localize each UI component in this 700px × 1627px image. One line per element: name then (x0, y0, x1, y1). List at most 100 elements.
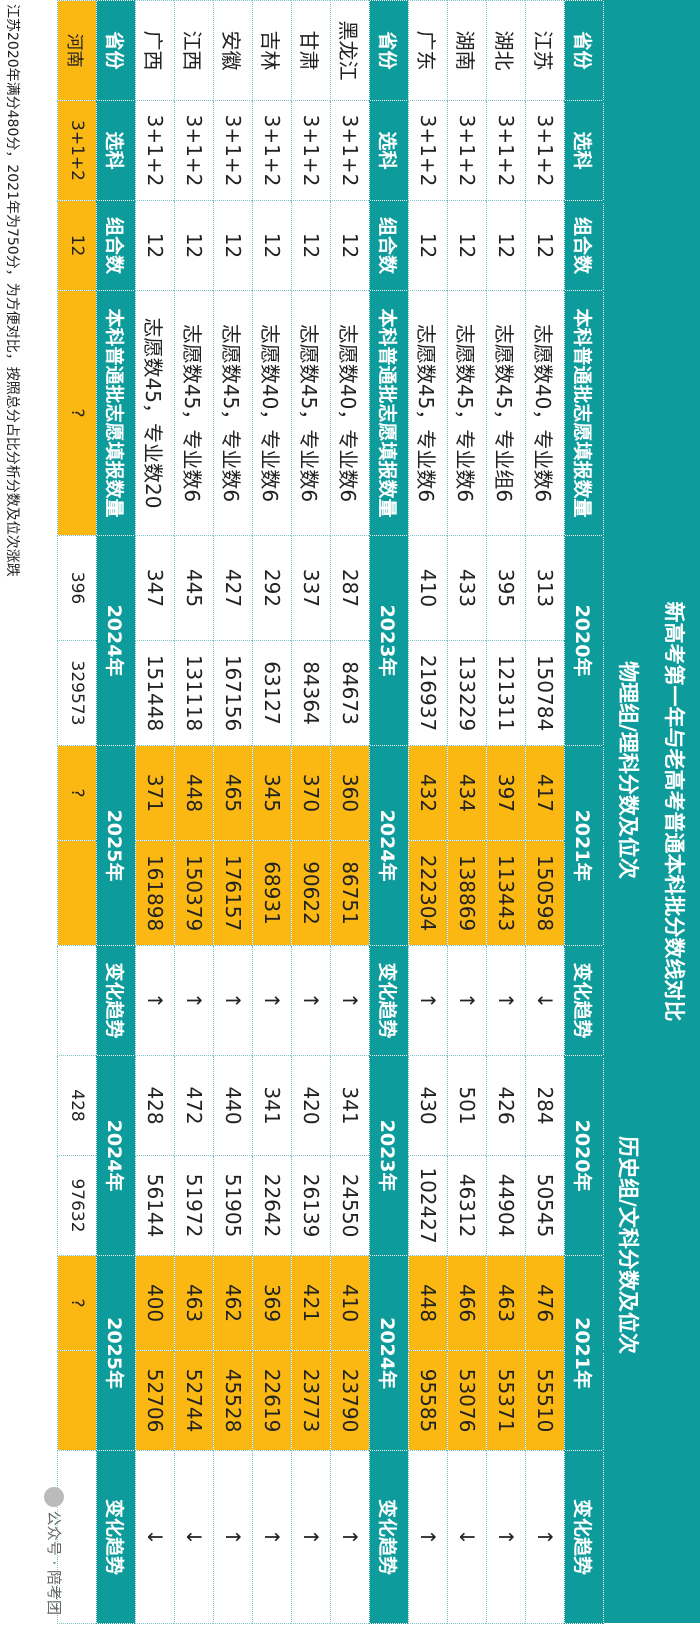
province-cell: 黑龙江 (330, 0, 370, 101)
physics-year1-score: 337 (291, 535, 331, 641)
table-row: 安徽 3+1+2 12 志愿数45，专业数6 427 167156 465 176157 ↑ 44… (213, 0, 253, 1624)
physics-year1-rank: 216937 (408, 640, 448, 746)
history-year1-score: 430 (408, 1055, 448, 1156)
physics-trend-arrow: ↓ (525, 945, 565, 1056)
history-year1-score: 428 (135, 1055, 175, 1156)
history-year1-score: 428 (57, 1055, 97, 1156)
watermark: 公众号 · 陪考团 (44, 1486, 65, 1615)
physics-year2-rank: 150598 (525, 840, 565, 946)
province-cell: 江苏 (525, 0, 565, 101)
volunteers-header: 本科普通批志愿填报数量 (96, 290, 136, 536)
physics-year1-score: 313 (525, 535, 565, 641)
physics-trend-arrow: ↑ (408, 945, 448, 1056)
physics-year2-score: 434 (447, 745, 487, 841)
combos-cell: 12 (525, 200, 565, 291)
province-cell: 湖北 (486, 0, 526, 101)
physics-year1-score: 287 (330, 535, 370, 641)
subject-cell: 3+1+2 (174, 100, 214, 201)
subject-header: 选科 (96, 100, 136, 201)
history-trend-arrow: ↑ (486, 1450, 526, 1624)
history-year1-rank: 51905 (213, 1155, 253, 1256)
physics-year2-header: 2021年 (564, 745, 604, 946)
table-row: 湖南 3+1+2 12 志愿数45，专业数6 433 133229 434 138869 ↑ 50… (447, 0, 487, 1624)
subject-cell: 3+1+2 (252, 100, 292, 201)
history-year2-rank: 23790 (330, 1350, 370, 1451)
physics-year1-rank: 167156 (213, 640, 253, 746)
subject-cell: 3+1+2 (447, 100, 487, 201)
history-year2-rank: 52744 (174, 1350, 214, 1451)
history-year2-score: 400 (135, 1255, 175, 1351)
table-row: 河南 3+1+2 12? 396 329573? 428 97632? (57, 0, 97, 1624)
history-year1-score: 472 (174, 1055, 214, 1156)
province-cell: 广东 (408, 0, 448, 101)
physics-year2-rank (57, 840, 97, 946)
history-year2-rank: 55371 (486, 1350, 526, 1451)
combos-cell: 12 (213, 200, 253, 291)
physics-year2-rank: 176157 (213, 840, 253, 946)
volunteers-cell: 志愿数45，专业数6 (408, 290, 448, 536)
table-row: 湖北 3+1+2 12 志愿数45，专业组6 395 121311 397 113443 ↑ 42… (486, 0, 526, 1624)
physics-year1-rank: 121311 (486, 640, 526, 746)
physics-year2-score: ? (57, 745, 97, 841)
history-year1-rank: 22642 (252, 1155, 292, 1256)
history-year2-score: 463 (174, 1255, 214, 1351)
province-cell: 广西 (135, 0, 175, 101)
history-year1-score: 426 (486, 1055, 526, 1156)
volunteers-cell: 志愿数45，专业组6 (486, 290, 526, 536)
history-trend-arrow: ↓ (135, 1450, 175, 1624)
physics-year2-score: 465 (213, 745, 253, 841)
watermark-text: 公众号 · 陪考团 (45, 1510, 63, 1615)
physics-year2-score: 397 (486, 745, 526, 841)
volunteers-cell: 志愿数40，专业数6 (330, 290, 370, 536)
history-year2-rank: 95585 (408, 1350, 448, 1451)
history-year1-score: 420 (291, 1055, 331, 1156)
history-year1-score: 284 (525, 1055, 565, 1156)
history-trend-arrow: ↑ (525, 1450, 565, 1624)
combos-header: 组合数 (96, 200, 136, 291)
history-year1-rank: 97632 (57, 1155, 97, 1256)
province-header: 省份 (564, 0, 604, 101)
physics-year1-score: 433 (447, 535, 487, 641)
subject-cell: 3+1+2 (486, 100, 526, 201)
physics-year2-rank: 150379 (174, 840, 214, 946)
province-header: 省份 (369, 0, 409, 101)
physics-year2-rank: 86751 (330, 840, 370, 946)
history-year2-score: 462 (213, 1255, 253, 1351)
province-cell: 甘肃 (291, 0, 331, 101)
physics-year1-rank: 84673 (330, 640, 370, 746)
history-year1-header: 2024年 (96, 1055, 136, 1256)
physics-year1-header: 2020年 (564, 535, 604, 746)
subject-header: 选科 (564, 100, 604, 201)
physics-year1-rank: 84364 (291, 640, 331, 746)
footnote: 江苏2020年满分480分，2021年为750分，为方便对比，按照总分占比分析分… (0, 0, 24, 1627)
history-trend-header: 变化趋势 (564, 1450, 604, 1624)
physics-trend-arrow: ↑ (213, 945, 253, 1056)
physics-trend-header: 变化趋势 (96, 945, 136, 1056)
history-year1-header: 2020年 (564, 1055, 604, 1256)
history-trend-arrow: ↓ (447, 1450, 487, 1624)
group-title-bar: 物理组/理科分数及位次 历史组/文科分数及位次 (604, 0, 652, 1623)
table-row: 广西 3+1+2 12 志愿数45，专业数20 347 151448 371 161898 ↑ 4… (135, 0, 175, 1624)
section-header-row: 省份 选科 组合数 本科普通批志愿填报数量 2023年 2024年 变化趋势 2023年 202… (369, 0, 409, 1624)
history-year2-score: 448 (408, 1255, 448, 1351)
table-row: 吉林 3+1+2 12 志愿数40，专业数6 292 63127 345 68931 ↑ 341 2… (252, 0, 292, 1624)
physics-year1-rank: 151448 (135, 640, 175, 746)
physics-year1-rank: 63127 (252, 640, 292, 746)
history-group-title: 历史组/文科分数及位次 (616, 1136, 640, 1354)
history-year1-rank: 50545 (525, 1155, 565, 1256)
history-year1-score: 440 (213, 1055, 253, 1156)
history-year1-rank: 24550 (330, 1155, 370, 1256)
history-trend-header: 变化趋势 (96, 1450, 136, 1624)
physics-year1-score: 410 (408, 535, 448, 641)
history-year2-score: 466 (447, 1255, 487, 1351)
history-year1-score: 501 (447, 1055, 487, 1156)
subject-cell: 3+1+2 (330, 100, 370, 201)
physics-year2-rank: 161898 (135, 840, 175, 946)
history-year2-header: 2021年 (564, 1255, 604, 1451)
province-cell: 河南 (57, 0, 97, 101)
score-table: 省份 选科 组合数 本科普通批志愿填报数量 2020年 2021年 变化趋势 2020年 202… (57, 0, 604, 1624)
physics-year1-score: 427 (213, 535, 253, 641)
combos-cell: 12 (57, 200, 97, 291)
history-year1-score: 341 (252, 1055, 292, 1156)
